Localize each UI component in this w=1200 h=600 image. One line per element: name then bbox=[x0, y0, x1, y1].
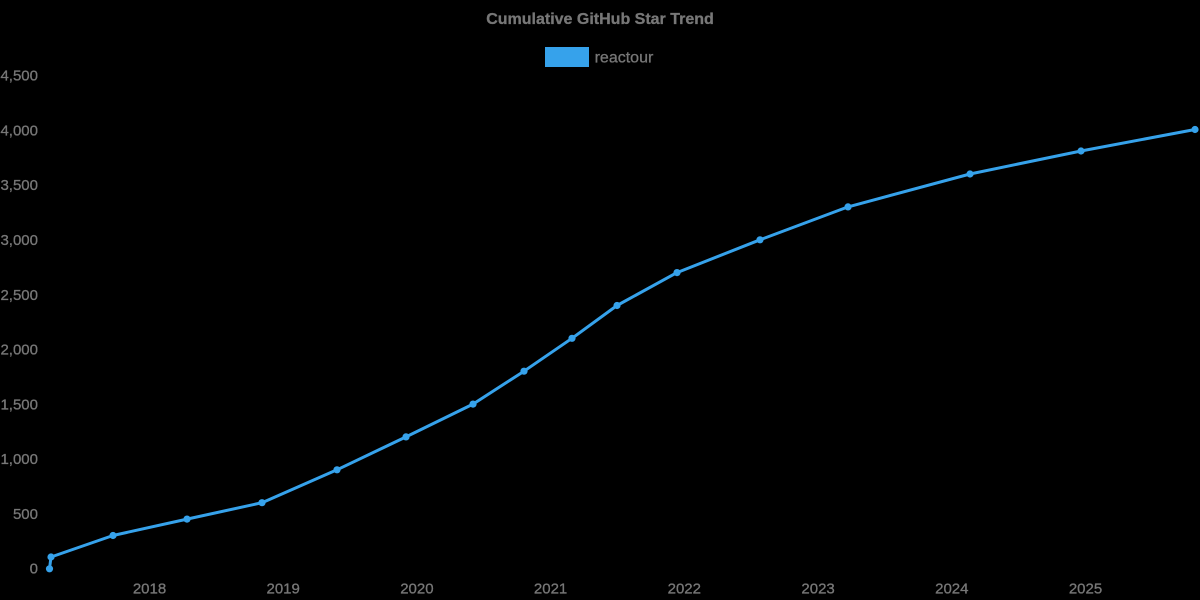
svg-text:1,000: 1,000 bbox=[0, 451, 38, 468]
svg-text:2020: 2020 bbox=[400, 581, 433, 598]
svg-text:2,000: 2,000 bbox=[0, 342, 38, 359]
svg-text:2023: 2023 bbox=[801, 581, 834, 598]
svg-text:2024: 2024 bbox=[935, 581, 968, 598]
svg-text:1,500: 1,500 bbox=[0, 396, 38, 413]
svg-text:2,500: 2,500 bbox=[0, 287, 38, 304]
svg-text:4,000: 4,000 bbox=[0, 123, 38, 140]
svg-text:2025: 2025 bbox=[1069, 581, 1102, 598]
svg-text:2022: 2022 bbox=[668, 581, 701, 598]
svg-text:reactour: reactour bbox=[595, 50, 654, 67]
svg-text:500: 500 bbox=[13, 506, 38, 523]
svg-text:Cumulative GitHub Star Trend: Cumulative GitHub Star Trend bbox=[486, 11, 714, 28]
svg-text:3,000: 3,000 bbox=[0, 232, 38, 249]
svg-text:2021: 2021 bbox=[534, 581, 567, 598]
svg-text:2018: 2018 bbox=[133, 581, 166, 598]
svg-text:2019: 2019 bbox=[267, 581, 300, 598]
svg-text:4,500: 4,500 bbox=[0, 68, 38, 85]
svg-text:0: 0 bbox=[30, 561, 38, 578]
svg-text:3,500: 3,500 bbox=[0, 177, 38, 194]
